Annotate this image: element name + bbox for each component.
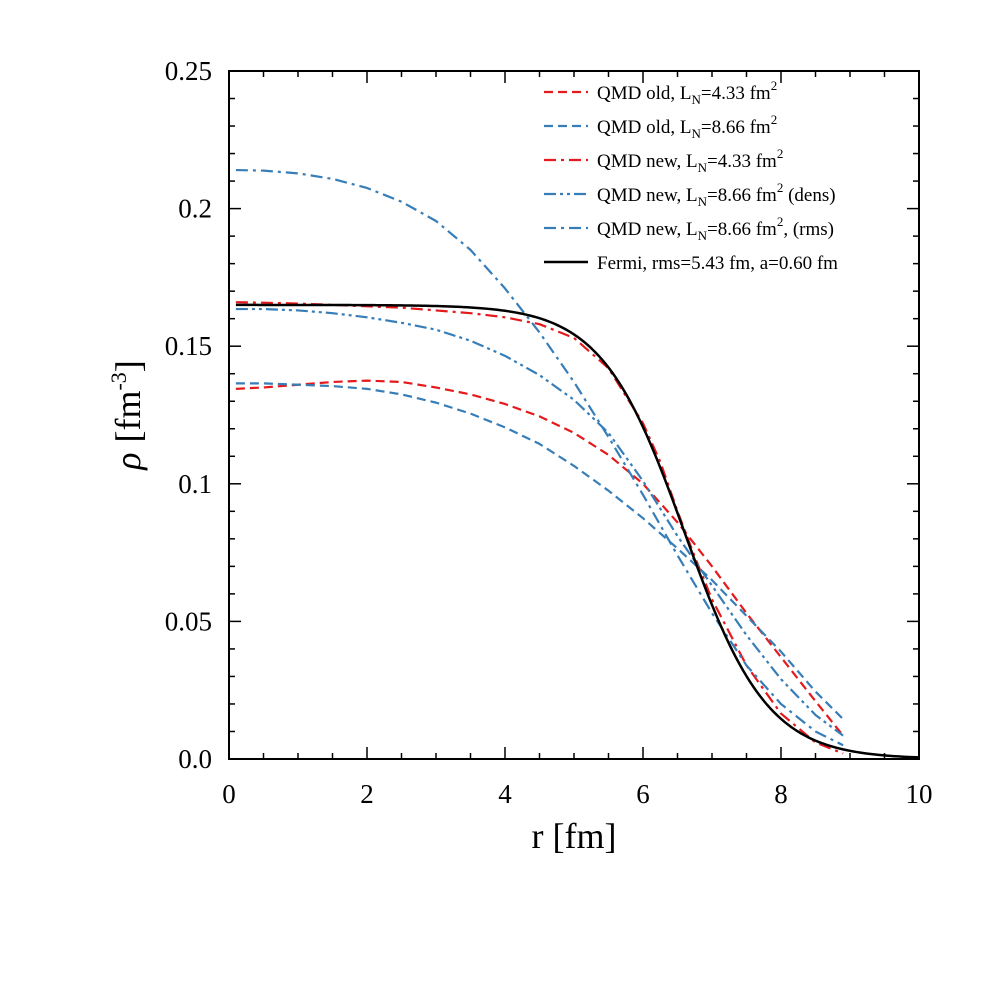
legend-label-4: QMD new, LN=8.66 fm2 (dens) <box>597 180 836 209</box>
x-tick-label: 8 <box>774 779 788 809</box>
legend-label-3: QMD new, LN=4.33 fm2 <box>597 146 783 175</box>
y-axis-unit-exponent: -3 <box>106 372 131 390</box>
series-line-5 <box>235 168 844 747</box>
y-axis-unit-close: ] <box>108 360 148 372</box>
x-tick-label: 6 <box>636 779 650 809</box>
legend-label-2: QMD old, LN=8.66 fm2 <box>597 112 777 141</box>
series-line-4 <box>235 307 844 737</box>
x-tick-labels: 0 2 4 6 8 10 <box>222 779 932 809</box>
y-axis-title: ρ [fm-3] <box>106 360 148 471</box>
y-tick-labels: 0.0 0.05 0.1 0.15 0.2 0.25 <box>165 56 212 774</box>
x-axis-title: r [fm] <box>532 816 617 856</box>
series-line-6 <box>235 303 920 759</box>
y-axis-symbol: ρ <box>108 453 148 471</box>
y-axis-unit: [fm <box>108 391 148 443</box>
y-tick-label: 0.25 <box>165 56 212 86</box>
series-layer <box>235 168 920 759</box>
plot-frame <box>228 70 920 760</box>
y-tick-label: 0.15 <box>165 331 212 361</box>
axis-ticks <box>228 70 920 760</box>
y-tick-label: 0.1 <box>178 469 212 499</box>
x-tick-label: 0 <box>222 779 236 809</box>
x-tick-label: 4 <box>498 779 512 809</box>
legend: QMD old, LN=4.33 fm2 QMD old, LN=8.66 fm2… <box>544 78 838 274</box>
y-tick-label: 0.05 <box>165 606 212 636</box>
y-tick-label: 0.2 <box>178 194 212 224</box>
series-line-1 <box>235 379 844 737</box>
legend-label-5: QMD new, LN=8.66 fm2, (rms) <box>597 214 834 243</box>
series-line-2 <box>235 382 844 720</box>
legend-label-1: QMD old, LN=4.33 fm2 <box>597 78 777 107</box>
y-tick-label: 0.0 <box>178 744 212 774</box>
x-tick-label: 10 <box>906 779 933 809</box>
svg-text:ρ[fm-3]: ρ [fm-3] <box>106 360 148 471</box>
x-tick-label: 2 <box>360 779 374 809</box>
legend-label-6: Fermi, rms=5.43 fm, a=0.60 fm <box>597 253 838 274</box>
